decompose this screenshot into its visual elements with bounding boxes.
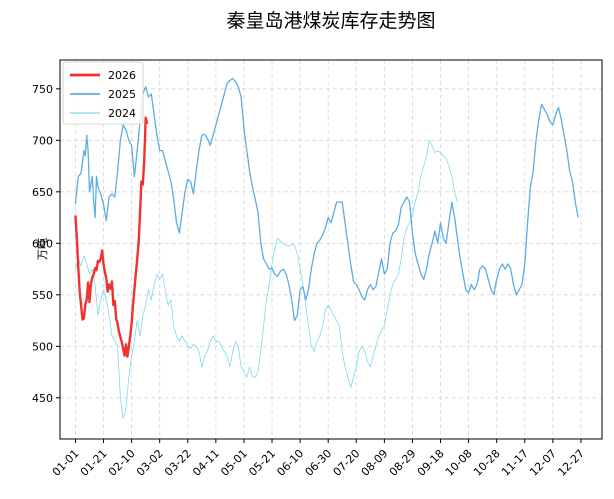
- legend-label-2025: 2025: [108, 88, 136, 101]
- y-tick-label: 600: [32, 237, 53, 250]
- y-tick-label: 500: [32, 340, 53, 353]
- legend-label-2024: 2024: [108, 107, 136, 120]
- plot-frame: [59, 59, 603, 440]
- legend-items: 2026 2025 2024: [70, 69, 136, 120]
- y-tick-label: 750: [32, 83, 53, 96]
- y-tick-label: 650: [32, 186, 53, 199]
- series-layer: [74, 77, 579, 419]
- chart-title: 秦皇岛港煤炭库存走势图: [226, 10, 435, 32]
- y-axis-label: 万吨: [36, 238, 49, 260]
- y-tick-label: 700: [32, 134, 53, 147]
- legend-box: [62, 61, 144, 125]
- series-line-2024: [75, 139, 458, 419]
- y-tick-label: 450: [32, 392, 53, 405]
- y-tick-label: 550: [32, 289, 53, 302]
- legend: 2026 2025 2024: [62, 61, 144, 125]
- legend-label-2026: 2026: [108, 69, 136, 82]
- grid-lines: [60, 60, 602, 439]
- series-line-2025: [74, 77, 579, 322]
- series-line-2026: [74, 116, 149, 358]
